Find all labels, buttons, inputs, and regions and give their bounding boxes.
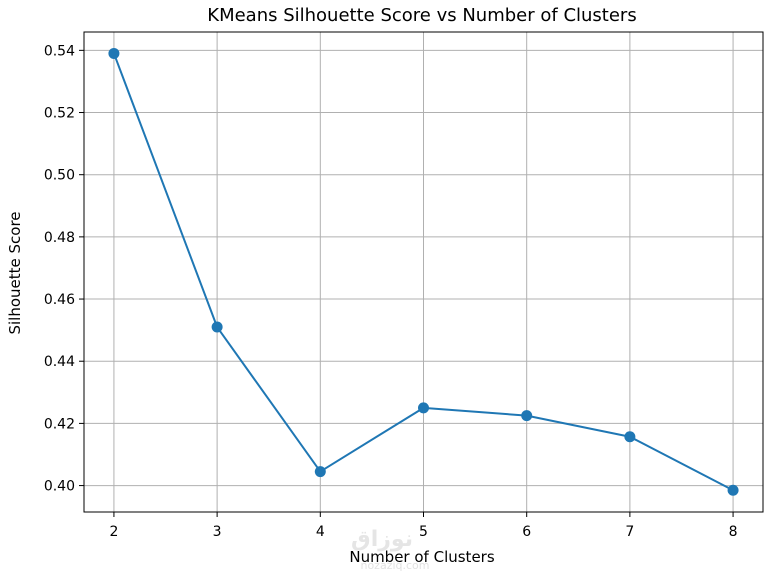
y-tick-label: 0.46 xyxy=(44,292,75,308)
grid xyxy=(84,32,763,512)
y-tick-label: 0.48 xyxy=(44,230,75,246)
y-tick-label: 0.54 xyxy=(44,43,75,59)
x-tick-label: 6 xyxy=(522,524,531,540)
x-tick-label: 5 xyxy=(419,524,428,540)
x-tick-label: 3 xyxy=(213,524,222,540)
data-point xyxy=(418,402,429,414)
chart-title: KMeans Silhouette Score vs Number of Clu… xyxy=(207,5,636,26)
data-point xyxy=(521,410,533,422)
y-tick-label: 0.50 xyxy=(44,168,75,184)
x-tick-label: 2 xyxy=(109,524,118,540)
y-tick-label: 0.52 xyxy=(44,106,75,122)
watermark-logo: نوزاق xyxy=(351,527,413,552)
data-point xyxy=(727,484,739,496)
data-point xyxy=(211,321,223,333)
series-layer xyxy=(108,47,739,496)
ticks: 2 3 4 5 6 7 8 0.40 0.42 0.44 0.46 0.48 0.50 0.52 0.54 xyxy=(44,43,738,540)
x-tick-label: 7 xyxy=(625,524,634,540)
y-axis-label: Silhouette Score xyxy=(6,211,24,334)
data-point xyxy=(624,431,636,443)
watermark: نوزاق nozaziq.com xyxy=(351,527,429,572)
y-tick-label: 0.42 xyxy=(44,416,75,432)
data-point xyxy=(108,47,120,59)
y-tick-label: 0.44 xyxy=(44,354,75,370)
x-tick-label: 4 xyxy=(316,524,325,540)
y-tick-label: 0.40 xyxy=(44,479,75,495)
watermark-site: nozaziq.com xyxy=(360,559,429,572)
data-point xyxy=(314,466,326,478)
x-tick-label: 8 xyxy=(729,524,738,540)
x-axis-label: Number of Clusters xyxy=(349,548,494,566)
